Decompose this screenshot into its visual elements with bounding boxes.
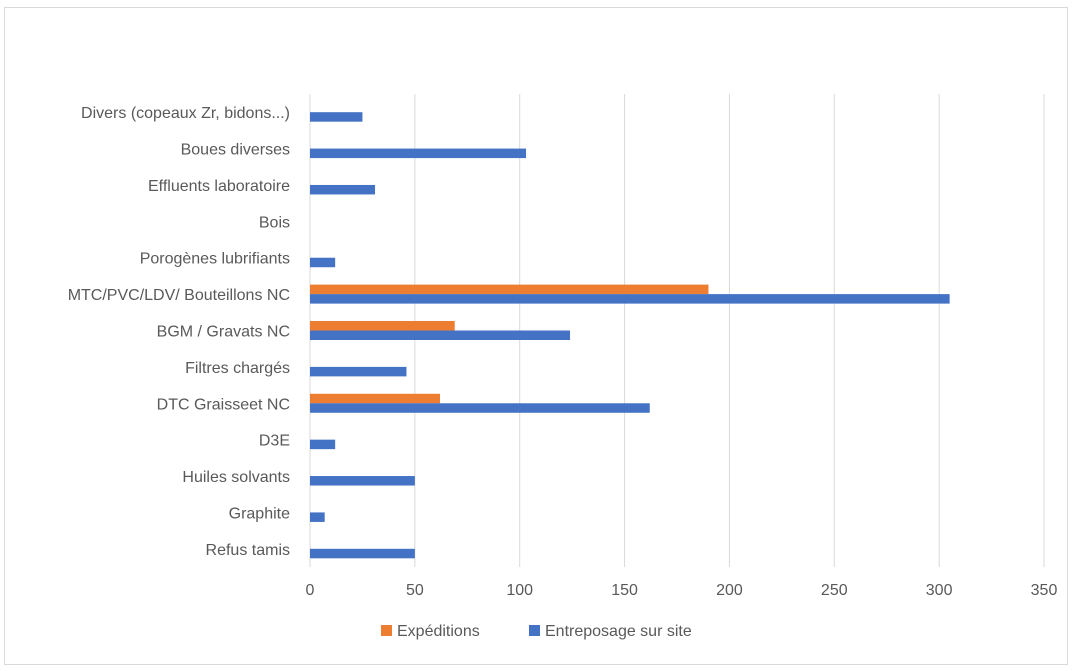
bar-entreposage-1	[310, 512, 325, 522]
category-label-5: Filtres chargés	[185, 360, 290, 377]
bar-expeditions-6	[310, 321, 455, 331]
bar-entreposage-3	[310, 439, 336, 450]
bars	[310, 112, 950, 559]
tick-labels: 0 50 100 150 200 250 300 350	[306, 582, 1058, 599]
x-tick-label-5: 250	[821, 582, 848, 599]
category-labels: Refus tamis Graphite Huiles solvants D3E DTC…	[68, 105, 290, 559]
x-tick-label-1: 50	[406, 582, 424, 599]
legend-label-1: Entreposage sur site	[545, 623, 692, 640]
category-label-9: Bois	[259, 214, 290, 231]
category-label-11: Boues diverses	[181, 142, 290, 159]
category-label-3: D3E	[259, 433, 290, 450]
category-label-2: Huiles solvants	[182, 469, 290, 486]
legend-swatch-0	[381, 625, 392, 636]
bar-entreposage-4	[310, 403, 650, 413]
bar-entreposage-7	[310, 294, 950, 304]
bar-entreposage-2	[310, 476, 415, 486]
bar-entreposage-6	[310, 330, 571, 340]
bar-expeditions-4	[310, 393, 441, 404]
legend-swatch-1	[529, 625, 540, 636]
category-label-6: BGM / Gravats NC	[157, 324, 290, 341]
legend-label-0: Expéditions	[397, 623, 480, 640]
category-label-0: Refus tamis	[206, 542, 290, 559]
x-tick-label-7: 350	[1031, 582, 1058, 599]
bar-entreposage-8	[310, 257, 336, 268]
category-label-7: MTC/PVC/LDV/ Bouteillons NC	[68, 287, 290, 304]
category-label-1: Graphite	[229, 505, 290, 522]
x-tick-label-4: 200	[716, 582, 743, 599]
bar-entreposage-10	[310, 184, 376, 195]
x-tick-label-2: 100	[506, 582, 533, 599]
category-label-12: Divers (copeaux Zr, bidons...)	[81, 105, 290, 122]
category-label-10: Effluents laboratoire	[148, 178, 290, 195]
category-label-4: DTC Graisseet NC	[157, 396, 290, 413]
bar-entreposage-5	[310, 366, 407, 377]
x-tick-label-3: 150	[611, 582, 638, 599]
bar-entreposage-12	[310, 112, 363, 122]
bar-entreposage-11	[310, 148, 527, 159]
legend: Expéditions Entreposage sur site	[381, 623, 692, 640]
x-tick-label-6: 300	[926, 582, 953, 599]
category-label-8: Porogènes lubrifiants	[140, 251, 290, 268]
bar-expeditions-7	[310, 284, 709, 295]
x-tick-label-0: 0	[306, 582, 315, 599]
bar-entreposage-0	[310, 548, 415, 559]
bar-chart: Refus tamis Graphite Huiles solvants D3E DTC…	[68, 94, 1058, 640]
chart-frame: Refus tamis Graphite Huiles solvants D3E DTC…	[4, 7, 1068, 665]
